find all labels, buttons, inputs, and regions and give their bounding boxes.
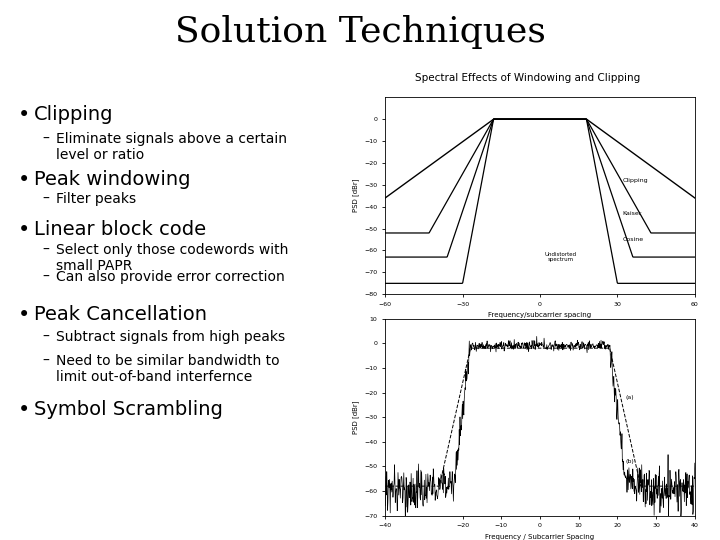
X-axis label: Frequency/subcarrier spacing: Frequency/subcarrier spacing: [488, 313, 592, 319]
Text: –: –: [42, 192, 49, 206]
Text: Can also provide error correction: Can also provide error correction: [56, 270, 284, 284]
Text: –: –: [42, 354, 49, 368]
Text: •: •: [18, 400, 30, 420]
Text: (b): (b): [625, 459, 634, 464]
Text: Symbol Scrambling: Symbol Scrambling: [34, 400, 223, 419]
Text: Subtract signals from high peaks: Subtract signals from high peaks: [56, 330, 285, 344]
Text: •: •: [18, 220, 30, 240]
Text: Select only those codewords with
small PAPR: Select only those codewords with small P…: [56, 243, 289, 273]
Text: Peak Cancellation: Peak Cancellation: [34, 305, 207, 324]
Text: Cosine: Cosine: [623, 237, 644, 242]
Text: –: –: [42, 243, 49, 257]
Text: Peak windowing: Peak windowing: [34, 170, 191, 189]
Text: Linear block code: Linear block code: [34, 220, 206, 239]
Text: •: •: [18, 170, 30, 190]
Text: Clipping: Clipping: [623, 178, 648, 183]
Text: Filter peaks: Filter peaks: [56, 192, 136, 206]
Text: Peak Cancellation, Clipping, PAPR = 4dB: Peak Cancellation, Clipping, PAPR = 4dB: [390, 275, 629, 288]
Text: (a): (a): [625, 395, 634, 400]
Y-axis label: PSD [dBr]: PSD [dBr]: [352, 179, 359, 213]
Text: •: •: [18, 105, 30, 125]
Text: Clipping: Clipping: [34, 105, 114, 124]
Text: Kaiser: Kaiser: [623, 211, 642, 216]
Text: Solution Techniques: Solution Techniques: [174, 15, 546, 49]
Y-axis label: PSD [dBr]: PSD [dBr]: [352, 400, 359, 434]
Text: –: –: [42, 270, 49, 284]
Text: Eliminate signals above a certain
level or ratio: Eliminate signals above a certain level …: [56, 132, 287, 162]
Text: –: –: [42, 132, 49, 146]
X-axis label: Frequency / Subcarrier Spacing: Frequency / Subcarrier Spacing: [485, 534, 595, 540]
Text: •: •: [18, 305, 30, 325]
Text: Need to be similar bandwidth to
limit out-of-band interfernce: Need to be similar bandwidth to limit ou…: [56, 354, 279, 384]
Text: Spectral Effects of Windowing and Clipping: Spectral Effects of Windowing and Clippi…: [415, 73, 640, 83]
Text: –: –: [42, 330, 49, 344]
Text: Undistorted
spectrum: Undistorted spectrum: [544, 252, 577, 262]
